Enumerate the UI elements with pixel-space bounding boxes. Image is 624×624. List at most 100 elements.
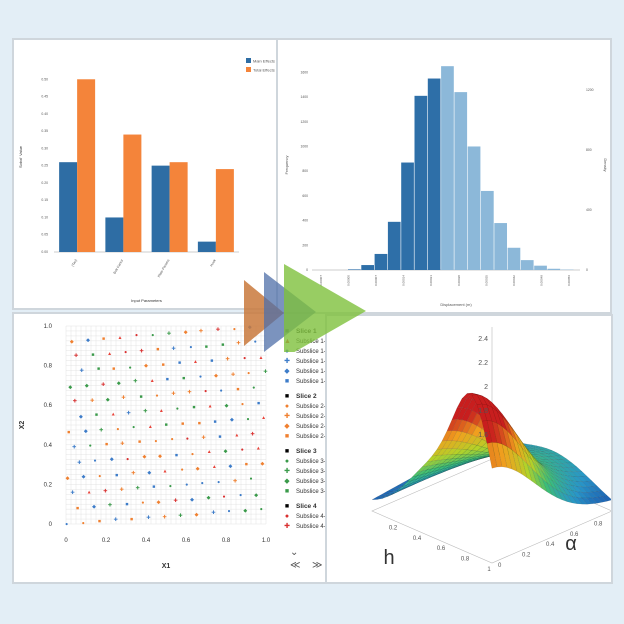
double-chevron-up-icon[interactable]: ≪: [290, 560, 301, 571]
scatter-point: ▲: [234, 433, 239, 439]
scatter-point: ✚: [172, 346, 176, 352]
alpha-tick-label: 0.8: [594, 521, 603, 527]
scatter-point: ●: [151, 332, 154, 338]
alpha-tick-label: 0.4: [546, 542, 555, 548]
scatter-point: ✚: [216, 327, 220, 333]
legend-item[interactable]: ◆ Subslice 1-4: [284, 368, 330, 375]
legend-swatch: [246, 58, 251, 63]
legend-item[interactable]: ■ Subslice 2-4: [284, 433, 330, 440]
scatter-point: ◆: [243, 508, 247, 514]
scatter-point: ■: [166, 377, 169, 383]
alpha-tick-label: 0.6: [570, 532, 579, 538]
x-tick-label: 0.00042: [512, 275, 516, 286]
bar-main: [151, 165, 170, 252]
scatter-point: ✚: [131, 471, 135, 477]
scatter-point: ◆: [190, 497, 194, 503]
legend-group-title: ■ Slice 4: [284, 503, 317, 510]
scatter-point: ●: [204, 388, 207, 394]
scatter-point: ◆: [207, 495, 211, 501]
y-tick-label: 600: [302, 194, 308, 198]
legend-item[interactable]: ■ Subslice 1-5: [284, 378, 330, 385]
legend-item[interactable]: ◆ Subslice 3-3: [284, 478, 330, 485]
z-tick-label: 2.2: [478, 360, 488, 367]
x-tick-label: Plate Params: [157, 258, 171, 278]
scatter-point: ■: [198, 420, 201, 426]
scatter-point: ✚: [120, 487, 124, 493]
legend-item[interactable]: ✚ Subslice 1-3: [284, 358, 330, 365]
y-tick-label: 1400: [300, 95, 308, 99]
legend-item[interactable]: ● Subslice 4-1: [284, 513, 330, 520]
y-tick-label: 0.6: [44, 403, 53, 409]
scatter-point: ●: [141, 500, 144, 506]
legend-item[interactable]: ✚ Subslice 3-2: [284, 468, 330, 475]
legend-item[interactable]: ● Subslice 2-1: [284, 403, 330, 410]
scatter-point: ▲: [207, 449, 212, 455]
y-tick-label: 0.40: [41, 112, 48, 116]
y-tick-label: 0.10: [41, 215, 48, 219]
z-tick-label: 1.8: [478, 408, 488, 415]
legend-marker-icon: ◆: [284, 478, 290, 485]
scatter-point: ■: [218, 434, 221, 440]
legend-item[interactable]: ◆ Subslice 2-3: [284, 423, 330, 430]
y-tick-label: 800: [302, 169, 308, 173]
surface-patch: [591, 497, 603, 504]
chevron-down-icon[interactable]: ⌄: [290, 547, 299, 558]
hist-bar-light: [467, 146, 481, 270]
scatter-point: ■: [181, 421, 184, 427]
y-tick-label: 0.45: [41, 95, 48, 99]
scatter-point: ■: [102, 336, 105, 342]
scatter-point: ✚: [90, 398, 94, 404]
scatter-point: ▲: [163, 468, 168, 474]
scatter-point: ✚: [121, 395, 125, 401]
x-tick-label: 0.00056: [567, 275, 571, 286]
scatter-point: ◆: [147, 470, 151, 476]
scatter-point: ▲: [261, 415, 266, 421]
legend-item[interactable]: ✚ Subslice 4-2: [284, 523, 330, 530]
scatter-point: ✚: [233, 479, 237, 485]
legend-item[interactable]: ✚ Subslice 2-2: [284, 413, 330, 420]
scatter-point: ●: [246, 416, 249, 422]
surface-patch: [486, 442, 498, 469]
scatter-point: ✚: [250, 431, 254, 437]
double-chevron-down-icon[interactable]: ≫: [312, 560, 323, 571]
surface-patch: [581, 497, 593, 505]
h-tick-label: 0.6: [437, 546, 446, 552]
scatter-point: ✚: [127, 411, 131, 417]
scatter-point: ▲: [193, 359, 198, 365]
bar-total: [123, 134, 142, 252]
scatter-point: ◆: [144, 363, 148, 369]
hist-bar-dark: [427, 78, 441, 270]
legend-item[interactable]: ● Subslice 3-1: [284, 458, 330, 465]
legend-group-title: ■ Slice 2: [284, 393, 317, 400]
scatter-point: ✚: [139, 349, 143, 355]
hist-bar-dark: [414, 95, 428, 270]
surface-patch: [586, 497, 598, 504]
scatter-point: ✚: [202, 435, 206, 441]
sliced-design-scatter: 0 0 0.2 0.2 0.4 0.4 0.6 0.6 0.8 0.8 1.0 1.0 X1 X2 ● ◆ ■ ◆…: [19, 324, 271, 570]
y-tick-label: 0.2: [44, 482, 53, 488]
scatter-point: ●: [220, 388, 223, 394]
bar-main: [59, 162, 78, 252]
x-tick-label: 0.00000: [347, 275, 351, 286]
scatter-point: ✚: [101, 382, 105, 388]
x-tick-label: 0.00014: [402, 275, 406, 286]
scatter-point: ■: [165, 422, 168, 428]
response-surface-panel: 1.61.822.22.40.20.40.60.8100.20.40.60.81…: [325, 314, 622, 584]
scatter-point: ●: [126, 456, 129, 462]
scatter-point: ●: [94, 458, 97, 464]
y-tick-label: 0.25: [41, 164, 48, 168]
legend-label: Main Effects: [253, 59, 275, 64]
scatter-point: ■: [130, 517, 133, 523]
legend-marker-icon: ✚: [284, 523, 290, 530]
x-tick-label: 0.00028: [457, 275, 461, 286]
scatter-point: ◆: [79, 414, 83, 420]
scatter-point: ✚: [120, 441, 124, 447]
scatter-point: ◆: [110, 457, 114, 463]
x-tick-label: -0.00007: [319, 275, 323, 287]
legend-item[interactable]: ■ Subslice 3-4: [284, 488, 330, 495]
hist-bar-light: [534, 265, 547, 270]
scatter-point: ✚: [133, 379, 137, 385]
scatter-point: ◆: [224, 449, 228, 455]
y-right-tick-label: 400: [586, 208, 592, 212]
legend-marker-icon: ■: [284, 488, 290, 495]
